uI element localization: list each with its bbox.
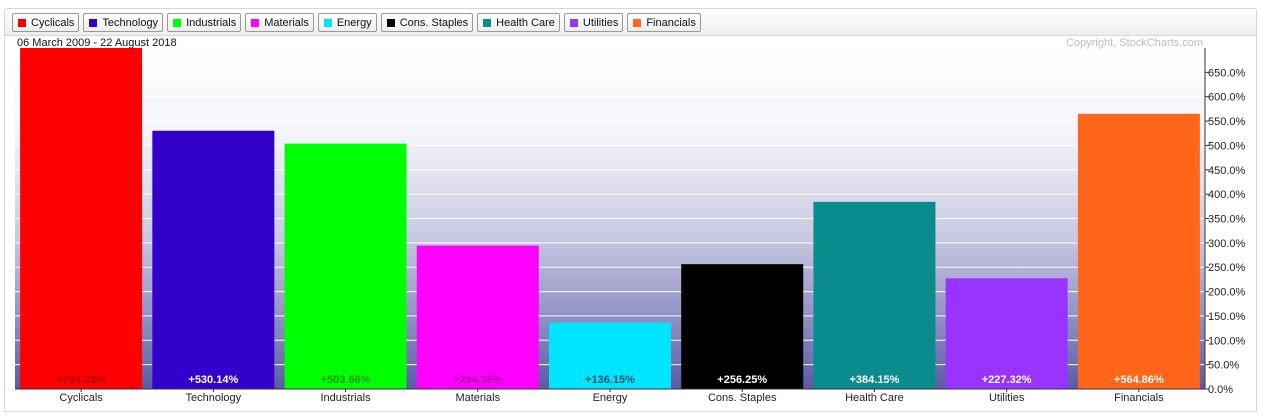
legend-swatch (633, 18, 642, 27)
legend-swatch (18, 18, 26, 27)
legend-item-materials[interactable]: Materials (245, 13, 314, 32)
bar-financials (1077, 113, 1200, 389)
legend-swatch (323, 18, 332, 27)
bar-technology (152, 130, 275, 389)
y-tick-label: 600.0% (1208, 92, 1246, 104)
legend-item-health-care[interactable]: Health Care (477, 13, 560, 32)
y-tick-label: 650.0% (1208, 67, 1246, 79)
bar-industrials (284, 143, 407, 389)
legend-item-cons-staples[interactable]: Cons. Staples (380, 13, 474, 32)
y-tick-label: 500.0% (1208, 140, 1246, 152)
bar-value-label: +530.14% (188, 374, 238, 386)
x-tick-label: Materials (455, 392, 500, 404)
y-tick-label: 400.0% (1208, 189, 1246, 201)
bars: +704.23% +530.14% +503.66% +294.38% +136.15%… (20, 48, 1200, 389)
legend-swatch (89, 18, 98, 27)
bar-value-label: +704.23% (56, 374, 106, 386)
y-tick-label: 150.0% (1208, 311, 1246, 323)
y-tick-label: 300.0% (1208, 238, 1246, 250)
legend-swatch (483, 18, 492, 27)
legend-swatch (569, 18, 578, 27)
bar-value-label: +136.15% (585, 374, 635, 386)
legend-item-industrials[interactable]: Industrials (167, 13, 242, 32)
chart-subtitle: 06 March 2009 - 22 August 2018 (17, 37, 177, 49)
legend-label: Materials (264, 16, 309, 29)
x-tick-label: Industrials (320, 392, 371, 404)
bar-value-label: +256.25% (717, 374, 767, 386)
legend-label: Cons. Staples (399, 16, 469, 29)
x-axis-labels: Cyclicals Technology Industrials Materials E… (59, 389, 1164, 404)
x-tick-label: Energy (593, 392, 628, 404)
y-tick-label: 350.0% (1208, 214, 1246, 226)
bar-value-label: +564.86% (1114, 374, 1164, 386)
y-axis-labels: 0.0% 50.0% 100.0% 150.0% 200.0% 250.0% 300.0% 3… (1205, 67, 1246, 396)
legend-item-energy[interactable]: Energy (317, 13, 377, 32)
bar-value-label: +384.15% (850, 374, 900, 386)
bar-health-care (813, 201, 936, 389)
legend-label: Technology (102, 16, 159, 29)
x-tick-label: Technology (186, 392, 242, 404)
y-tick-label: 450.0% (1208, 165, 1246, 177)
legend-swatch (386, 18, 395, 27)
legend-swatch (173, 18, 182, 27)
bar-value-label: +503.66% (321, 374, 371, 386)
legend-swatch (251, 18, 260, 27)
y-tick-label: 250.0% (1208, 262, 1246, 274)
legend-item-utilities[interactable]: Utilities (563, 13, 624, 32)
legend-bar: Cyclicals Technology Industrials Materials E… (4, 8, 1257, 36)
legend-item-cyclicals[interactable]: Cyclicals (12, 13, 80, 32)
legend-label: Cyclicals (31, 16, 75, 29)
chart-frame (4, 36, 1257, 412)
x-tick-label: Utilities (989, 392, 1025, 404)
y-tick-label: 100.0% (1208, 335, 1246, 347)
chart-credit: Copyright, StockCharts.com (1066, 37, 1203, 49)
bar-materials (416, 245, 539, 389)
legend-label: Energy (336, 16, 372, 29)
x-tick-label: Health Care (845, 392, 904, 404)
bar-cyclicals (20, 48, 143, 389)
y-tick-label: 0.0% (1208, 384, 1233, 396)
bar-energy (549, 322, 671, 389)
bar-cons-staples (681, 264, 804, 389)
legend-item-technology[interactable]: Technology (83, 13, 164, 32)
y-tick-label: 550.0% (1208, 116, 1246, 128)
bar-utilities (945, 278, 1068, 389)
bar-value-label: +294.38% (453, 374, 503, 386)
y-tick-label: 50.0% (1208, 360, 1239, 372)
x-tick-label: Cyclicals (59, 392, 103, 404)
legend: Cyclicals Technology Industrials Materials E… (12, 13, 701, 32)
x-tick-label: Cons. Staples (708, 392, 777, 404)
legend-label: Financials (646, 16, 696, 29)
bar-value-label: +227.32% (982, 374, 1032, 386)
x-tick-label: Financials (1114, 392, 1164, 404)
y-tick-label: 200.0% (1208, 287, 1246, 299)
legend-label: Health Care (496, 16, 555, 29)
legend-label: Utilities (582, 16, 619, 29)
legend-label: Industrials (186, 16, 237, 29)
legend-item-financials[interactable]: Financials (627, 13, 701, 32)
